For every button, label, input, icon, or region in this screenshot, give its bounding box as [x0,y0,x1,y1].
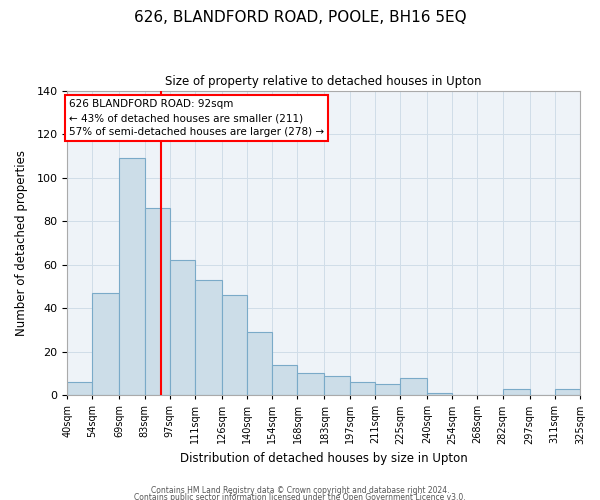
Bar [375,384,400,395]
Bar [170,260,195,395]
Bar [298,374,325,395]
Bar [555,388,580,395]
Bar [222,295,247,395]
Bar [325,376,350,395]
Text: 626, BLANDFORD ROAD, POOLE, BH16 5EQ: 626, BLANDFORD ROAD, POOLE, BH16 5EQ [134,10,466,25]
Bar [400,378,427,395]
Bar [67,382,92,395]
Bar [145,208,170,395]
Bar [350,382,375,395]
Bar [247,332,272,395]
Bar [427,393,452,395]
Text: Contains public sector information licensed under the Open Government Licence v3: Contains public sector information licen… [134,494,466,500]
Text: Contains HM Land Registry data © Crown copyright and database right 2024.: Contains HM Land Registry data © Crown c… [151,486,449,495]
X-axis label: Distribution of detached houses by size in Upton: Distribution of detached houses by size … [180,452,467,465]
Y-axis label: Number of detached properties: Number of detached properties [15,150,28,336]
Bar [195,280,222,395]
Text: 626 BLANDFORD ROAD: 92sqm
← 43% of detached houses are smaller (211)
57% of semi: 626 BLANDFORD ROAD: 92sqm ← 43% of detac… [69,100,324,138]
Bar [503,388,530,395]
Title: Size of property relative to detached houses in Upton: Size of property relative to detached ho… [166,75,482,88]
Bar [272,364,298,395]
Bar [92,293,119,395]
Bar [119,158,145,395]
